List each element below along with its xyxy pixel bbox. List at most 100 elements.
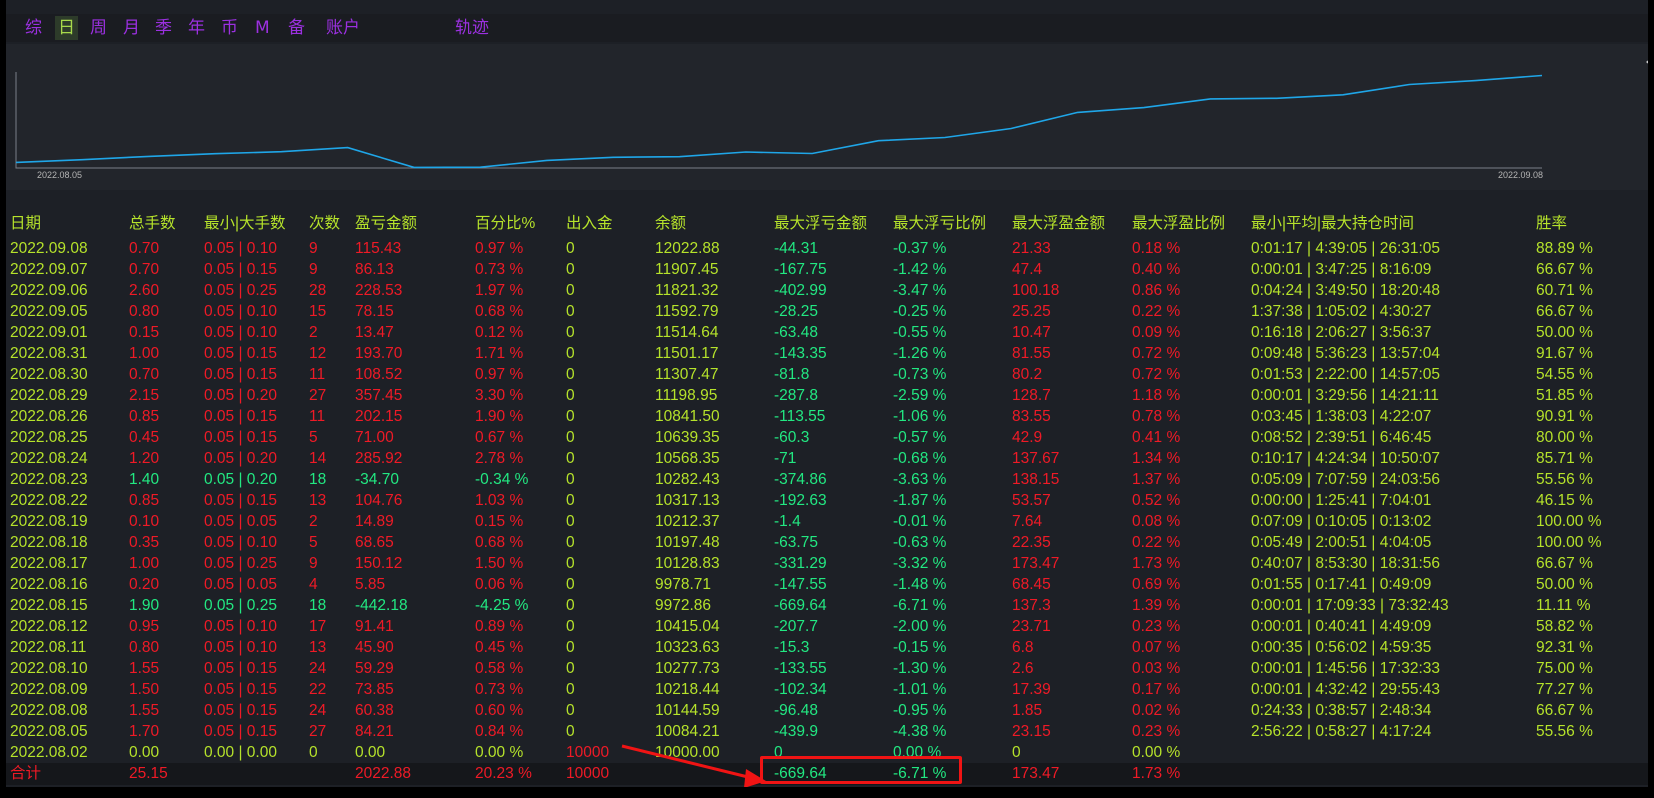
table-row[interactable]: 2022.09.01 0.15 0.05 | 0.10 2 13.47 0.12 % 0 11… — [6, 322, 1648, 343]
table-row[interactable]: 2022.08.26 0.85 0.05 | 0.15 11 202.15 1.90 % 0… — [6, 406, 1648, 427]
table-row[interactable]: 2022.09.08 0.70 0.05 | 0.10 9 115.43 0.97 % 0 1… — [6, 238, 1648, 259]
table-cell: 0.07 % — [1132, 639, 1181, 656]
table-row[interactable]: 2022.08.29 2.15 0.05 | 0.20 27 357.45 3.30 % 0… — [6, 385, 1648, 406]
table-cell: 11501.17 — [655, 345, 719, 362]
table-row[interactable]: 2022.08.23 1.40 0.05 | 0.20 18 -34.70 -0.34 %… — [6, 469, 1648, 490]
table-cell: 66.67 % — [1536, 702, 1593, 719]
table-cell: 73.85 — [355, 681, 394, 698]
table-cell: 10841.50 — [655, 408, 720, 425]
table-cell: 6.8 — [1012, 639, 1034, 656]
column-header[interactable]: 余额 — [655, 215, 687, 232]
table-row[interactable]: 2022.08.10 1.55 0.05 | 0.15 24 59.29 0.58 % 0 1… — [6, 658, 1648, 679]
table-cell: -1.26 % — [893, 345, 947, 362]
tab-1[interactable]: 日 — [55, 16, 78, 40]
column-header[interactable]: 百分比% — [475, 215, 536, 232]
column-header[interactable]: 总手数 — [129, 215, 176, 232]
tab-4[interactable]: 季 — [155, 18, 172, 38]
tab-7[interactable]: M — [255, 18, 270, 38]
table-row[interactable]: 2022.08.31 1.00 0.05 | 0.15 12 193.70 1.71 % 0… — [6, 343, 1648, 364]
table-cell: 1.55 — [129, 702, 160, 719]
column-header[interactable]: 胜率 — [1536, 215, 1568, 232]
tab-6[interactable]: 币 — [221, 18, 238, 38]
column-header[interactable]: 最大浮盈比例 — [1132, 215, 1226, 232]
table-row[interactable]: 2022.08.08 1.55 0.05 | 0.15 24 60.38 0.60 % 0 1… — [6, 700, 1648, 721]
tab-9[interactable]: 账户 — [326, 18, 360, 38]
table-cell: 2:56:22 | 0:58:27 | 4:17:24 — [1251, 723, 1432, 740]
total-max-float-loss: -669.64 — [774, 765, 827, 782]
table-row[interactable]: 2022.09.05 0.80 0.05 | 0.10 15 78.15 0.68 % 0 1… — [6, 301, 1648, 322]
column-header[interactable]: 最小|大手数 — [204, 215, 286, 232]
tab-3[interactable]: 月 — [123, 18, 140, 38]
table-row[interactable]: 2022.08.24 1.20 0.05 | 0.20 14 285.92 2.78 % 0… — [6, 448, 1648, 469]
annotation-highlight-box — [760, 756, 962, 784]
table-row[interactable]: 2022.09.06 2.60 0.05 | 0.25 28 228.53 1.97 % 0… — [6, 280, 1648, 301]
table-row[interactable]: 2022.08.25 0.45 0.05 | 0.15 5 71.00 0.67 % 0 10… — [6, 427, 1648, 448]
table-cell: 1.39 % — [1132, 597, 1181, 614]
table-row[interactable]: 2022.08.19 0.10 0.05 | 0.05 2 14.89 0.15 % 0 10… — [6, 511, 1648, 532]
total-pnl: 2022.88 — [355, 765, 412, 782]
table-cell: 11821.32 — [655, 282, 719, 299]
table-cell: 21.33 — [1012, 240, 1051, 257]
column-header[interactable]: 最小|平均|最大持仓时间 — [1251, 215, 1415, 232]
table-cell: 138.15 — [1012, 471, 1060, 488]
table-row[interactable]: 2022.08.17 1.00 0.05 | 0.25 9 150.12 1.50 % 0 1… — [6, 553, 1648, 574]
column-header[interactable]: 出入金 — [566, 215, 613, 232]
table-cell: 0.05 | 0.20 — [204, 387, 277, 404]
column-header[interactable]: 最大浮亏比例 — [893, 215, 987, 232]
table-row[interactable]: 2022.08.12 0.95 0.05 | 0.10 17 91.41 0.89 % 0 1… — [6, 616, 1648, 637]
table-cell: 2022.08.19 — [10, 513, 88, 530]
table-row[interactable]: 2022.08.30 0.70 0.05 | 0.15 11 108.52 0.97 % 0… — [6, 364, 1648, 385]
table-row[interactable]: 2022.08.22 0.85 0.05 | 0.15 13 104.76 1.03 % 0… — [6, 490, 1648, 511]
tab-5[interactable]: 年 — [188, 18, 205, 38]
table-cell: 9 — [309, 261, 318, 278]
table-cell: 0.45 % — [475, 639, 524, 656]
table-cell: 0 — [566, 429, 575, 446]
table-cell: -71 — [774, 450, 797, 467]
table-row[interactable]: 2022.08.09 1.50 0.05 | 0.15 22 73.85 0.73 % 0 1… — [6, 679, 1648, 700]
tab-8[interactable]: 备 — [288, 18, 305, 38]
table-row[interactable]: 2022.08.05 1.70 0.05 | 0.15 27 84.21 0.84 % 0 1… — [6, 721, 1648, 742]
table-header-row: 日期 总手数 最小|大手数 次数 盈亏金额 百分比% 出入金 余额 最大浮亏金额 最大浮亏比例 最大… — [6, 214, 1648, 238]
table-cell: 0.86 % — [1132, 282, 1181, 299]
table-cell: 92.31 % — [1536, 639, 1593, 656]
table-cell: 0:00:01 | 3:47:25 | 8:16:09 — [1251, 261, 1432, 278]
table-cell: -439.9 — [774, 723, 818, 740]
table-cell: 0.03 % — [1132, 660, 1181, 677]
collapse-arrow-icon[interactable] — [1646, 58, 1648, 66]
table-cell: 55.56 % — [1536, 471, 1593, 488]
table-row[interactable]: 2022.08.18 0.35 0.05 | 0.10 5 68.65 0.68 % 0 10… — [6, 532, 1648, 553]
table-cell: 0.78 % — [1132, 408, 1181, 425]
table-cell: -0.25 % — [893, 303, 947, 320]
table-cell: 9 — [309, 555, 318, 572]
table-cell: 59.29 — [355, 660, 394, 677]
table-cell: 0.05 | 0.10 — [204, 240, 277, 257]
table-cell: 0.06 % — [475, 576, 524, 593]
table-cell: 0.70 — [129, 261, 160, 278]
table-row[interactable]: 2022.08.16 0.20 0.05 | 0.05 4 5.85 0.06 % 0 997… — [6, 574, 1648, 595]
table-row[interactable]: 2022.08.11 0.80 0.05 | 0.10 13 45.90 0.45 % 0 1… — [6, 637, 1648, 658]
table-cell: 2022.08.09 — [10, 681, 88, 698]
table-cell: 104.76 — [355, 492, 403, 509]
table-cell: 0 — [566, 366, 575, 383]
column-header[interactable]: 最大浮亏金额 — [774, 215, 868, 232]
tab-2[interactable]: 周 — [90, 18, 107, 38]
table-cell: 2022.08.11 — [10, 639, 87, 656]
column-header[interactable]: 盈亏金额 — [355, 215, 418, 232]
table-cell: 2022.09.06 — [10, 282, 88, 299]
table-cell: 68.65 — [355, 534, 394, 551]
table-cell: 1.00 — [129, 345, 160, 362]
table-cell: 0.05 | 0.20 — [204, 471, 277, 488]
table-cell: 0.22 % — [1132, 534, 1181, 551]
tab-10[interactable]: 轨迹 — [455, 18, 489, 38]
table-cell: 27 — [309, 387, 327, 404]
table-cell: 2.6 — [1012, 660, 1034, 677]
table-cell: 58.82 % — [1536, 618, 1593, 635]
tab-0[interactable]: 综 — [25, 18, 42, 38]
table-cell: 0.73 % — [475, 261, 524, 278]
table-row[interactable]: 2022.09.07 0.70 0.05 | 0.15 9 86.13 0.73 % 0 11… — [6, 259, 1648, 280]
column-header[interactable]: 次数 — [309, 215, 341, 232]
table-cell: 0.70 — [129, 366, 160, 383]
table-row[interactable]: 2022.08.15 1.90 0.05 | 0.25 18 -442.18 -4.25 … — [6, 595, 1648, 616]
column-header[interactable]: 日期 — [10, 215, 42, 232]
column-header[interactable]: 最大浮盈金额 — [1012, 215, 1106, 232]
